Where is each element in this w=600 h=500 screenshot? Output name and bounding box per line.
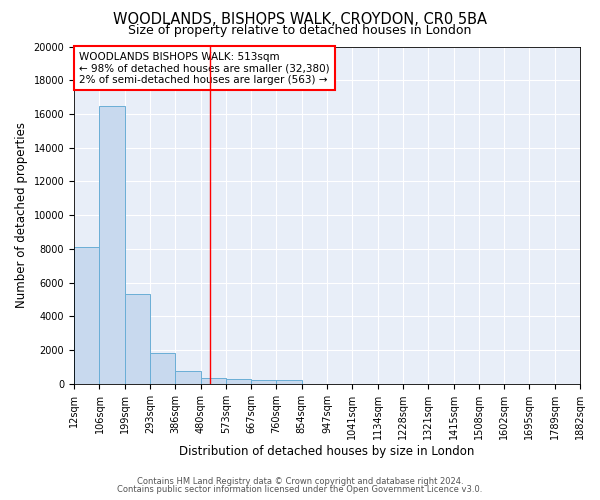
Bar <box>125 294 150 384</box>
X-axis label: Distribution of detached houses by size in London: Distribution of detached houses by size … <box>179 444 475 458</box>
Bar <box>74 247 100 384</box>
Bar <box>100 106 125 384</box>
Text: Contains public sector information licensed under the Open Government Licence v3: Contains public sector information licen… <box>118 485 482 494</box>
Text: Contains HM Land Registry data © Crown copyright and database right 2024.: Contains HM Land Registry data © Crown c… <box>137 477 463 486</box>
Bar <box>200 378 226 384</box>
Text: WOODLANDS BISHOPS WALK: 513sqm
← 98% of detached houses are smaller (32,380)
2% : WOODLANDS BISHOPS WALK: 513sqm ← 98% of … <box>79 52 330 85</box>
Bar <box>277 380 302 384</box>
Bar <box>251 380 277 384</box>
Bar <box>226 379 251 384</box>
Bar <box>175 371 200 384</box>
Text: Size of property relative to detached houses in London: Size of property relative to detached ho… <box>128 24 472 37</box>
Y-axis label: Number of detached properties: Number of detached properties <box>15 122 28 308</box>
Text: WOODLANDS, BISHOPS WALK, CROYDON, CR0 5BA: WOODLANDS, BISHOPS WALK, CROYDON, CR0 5B… <box>113 12 487 28</box>
Bar <box>150 352 175 384</box>
